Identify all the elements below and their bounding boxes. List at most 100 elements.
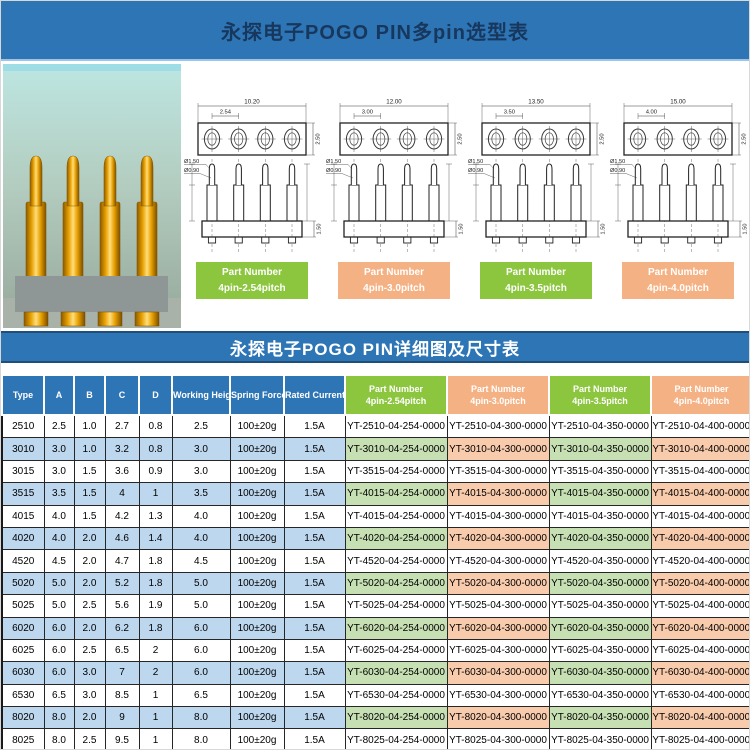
drawing-group-4pin-3.0pitch: 12.00 3.00 2.50 Ø1.50 Ø0.90 1.50 Part Number 4p… (324, 63, 464, 299)
part-number-cell: YT-4015-04-350-0000 (548, 504, 652, 528)
spec-cell: 100±20g (229, 482, 285, 506)
spec-cell: 2.5 (73, 728, 106, 749)
part-number-cell: YT-5020-04-400-0000 (650, 571, 749, 596)
part-number-cell: YT-6020-04-350-0000 (548, 616, 652, 640)
svg-text:1.50: 1.50 (743, 224, 749, 235)
svg-text:2.50: 2.50 (458, 133, 464, 144)
spec-cell: 6025 (1, 638, 45, 663)
part-number-label-text: Part Number (363, 267, 424, 278)
part-number-cell: YT-6030-04-400-0000 (650, 661, 749, 685)
spec-cell: 1.8 (138, 571, 173, 596)
spec-row-5025: 5025 5.0 2.5 5.6 1.9 5.0 100±20g 1.5A YT-5025-04… (1, 594, 749, 618)
svg-text:3.00: 3.00 (362, 110, 373, 116)
spec-cell: 3.0 (171, 437, 231, 461)
spec-cell: 3.6 (104, 459, 140, 484)
part-number-cell: YT-6530-04-350-0000 (548, 683, 652, 708)
svg-text:2.50: 2.50 (316, 133, 322, 144)
part-number-cell: YT-6030-04-350-0000 (548, 661, 652, 685)
spec-cell: 1.5A (283, 526, 346, 551)
part-number-cell: YT-5025-04-254-0000 (344, 594, 448, 618)
spec-cell: 6.0 (43, 616, 75, 640)
svg-text:Ø1.50: Ø1.50 (468, 159, 483, 165)
spec-row-6020: 6020 6.0 2.0 6.2 1.8 6.0 100±20g 1.5A YT-6020-04… (1, 616, 749, 640)
spec-cell: 1.5A (283, 459, 346, 484)
column-header-d: D (138, 374, 173, 416)
spec-cell: 100±20g (229, 437, 285, 461)
spec-cell: 6.0 (171, 638, 231, 663)
spec-cell: 5025 (1, 594, 45, 618)
part-number-cell: YT-6020-04-254-0000 (344, 616, 448, 640)
spec-cell: 8020 (1, 706, 45, 730)
spec-row-3515: 3515 3.5 1.5 4 1 3.5 100±20g 1.5A YT-4015-04-254… (1, 482, 749, 506)
spec-cell: 1.5A (283, 414, 346, 439)
part-number-label-text: 4pin-4.0pitch (647, 282, 709, 294)
tech-drawing: 12.00 3.00 2.50 Ø1.50 Ø0.90 1.50 (326, 99, 464, 253)
svg-text:1.50: 1.50 (601, 224, 607, 235)
part-number-cell: YT-4020-04-350-0000 (548, 526, 652, 551)
svg-text:1.50: 1.50 (317, 224, 323, 235)
spec-cell: 100±20g (229, 414, 285, 439)
part-number-cell: YT-4015-04-400-0000 (650, 482, 749, 506)
spec-cell: 4.0 (43, 504, 75, 528)
spec-cell: 100±20g (229, 661, 285, 685)
spec-cell: 100±20g (229, 594, 285, 618)
spec-cell: 100±20g (229, 504, 285, 528)
spec-cell: 2.5 (171, 414, 231, 439)
part-number-cell: YT-4015-04-254-0000 (344, 482, 448, 506)
spec-cell: 3.5 (43, 482, 75, 506)
column-header-a: A (43, 374, 75, 416)
spec-cell: 1.0 (73, 437, 106, 461)
spec-row-4020: 4020 4.0 2.0 4.6 1.4 4.0 100±20g 1.5A YT-4020-04… (1, 526, 749, 551)
spec-cell: 1.5A (283, 706, 346, 730)
part-number-label: Part Number 4pin-2.54pitch (196, 262, 308, 299)
part-number-cell: YT-3515-04-400-0000 (650, 459, 749, 484)
spec-cell: 1.5A (283, 594, 346, 618)
spec-cell: 100±20g (229, 706, 285, 730)
spec-cell: 0.9 (138, 459, 173, 484)
spec-cell: 5.6 (104, 594, 140, 618)
spec-cell: 1.5A (283, 571, 346, 596)
spec-cell: 1 (138, 728, 173, 749)
part-number-cell: YT-4020-04-254-0000 (344, 526, 448, 551)
spec-cell: 3015 (1, 459, 45, 484)
part-number-cell: YT-6030-04-254-0000 (344, 661, 448, 685)
svg-text:3.50: 3.50 (504, 110, 515, 116)
spec-cell: 1 (138, 482, 173, 506)
svg-text:Ø0.90: Ø0.90 (326, 168, 341, 174)
tech-drawing: 15.00 4.00 2.50 Ø1.50 Ø0.90 1.50 (610, 99, 749, 253)
part-number-cell: YT-2510-04-350-0000 (548, 414, 652, 439)
spec-cell: 1.5A (283, 437, 346, 461)
spec-cell: 1.0 (73, 414, 106, 439)
spec-cell: 9 (104, 706, 140, 730)
spec-cell: 9.5 (104, 728, 140, 749)
spec-cell: 3.0 (73, 661, 106, 685)
part-number-cell: YT-8025-04-300-0000 (446, 728, 550, 749)
part-number-label-text: Part Number (221, 267, 282, 278)
column-header-spring-force: Spring Force (229, 374, 285, 416)
part-number-cell: YT-8025-04-400-0000 (650, 728, 749, 749)
spec-cell: 5.2 (104, 571, 140, 596)
spec-row-8020: 8020 8.0 2.0 9 1 8.0 100±20g 1.5A YT-8020-04-254… (1, 706, 749, 730)
spec-cell: 1 (138, 706, 173, 730)
spec-cell: 6530 (1, 683, 45, 708)
part-number-cell: YT-3010-04-350-0000 (548, 437, 652, 461)
section-title: 永探电子POGO PIN详细图及尺寸表 (1, 331, 749, 363)
part-number-cell: YT-4520-04-400-0000 (650, 549, 749, 573)
spec-cell: 4.0 (43, 526, 75, 551)
column-header-4pin-2.54pitch: Part Number 4pin-2.54pitch (344, 374, 448, 416)
tech-drawing: 13.50 3.50 2.50 Ø1.50 Ø0.90 1.50 (468, 99, 607, 253)
part-number-cell: YT-6025-04-300-0000 (446, 638, 550, 663)
spec-cell: 3.0 (171, 459, 231, 484)
part-number-cell: YT-3010-04-300-0000 (446, 437, 550, 461)
spec-cell: 4.5 (171, 549, 231, 573)
spec-cell: 1.5A (283, 638, 346, 663)
spec-cell: 1.5A (283, 504, 346, 528)
spec-cell: 2 (138, 638, 173, 663)
spec-cell: 4520 (1, 549, 45, 573)
spec-cell: 1 (138, 683, 173, 708)
spec-cell: 1.3 (138, 504, 173, 528)
spec-cell: 5.0 (171, 571, 231, 596)
part-number-label-text: 4pin-2.54pitch (218, 282, 286, 294)
